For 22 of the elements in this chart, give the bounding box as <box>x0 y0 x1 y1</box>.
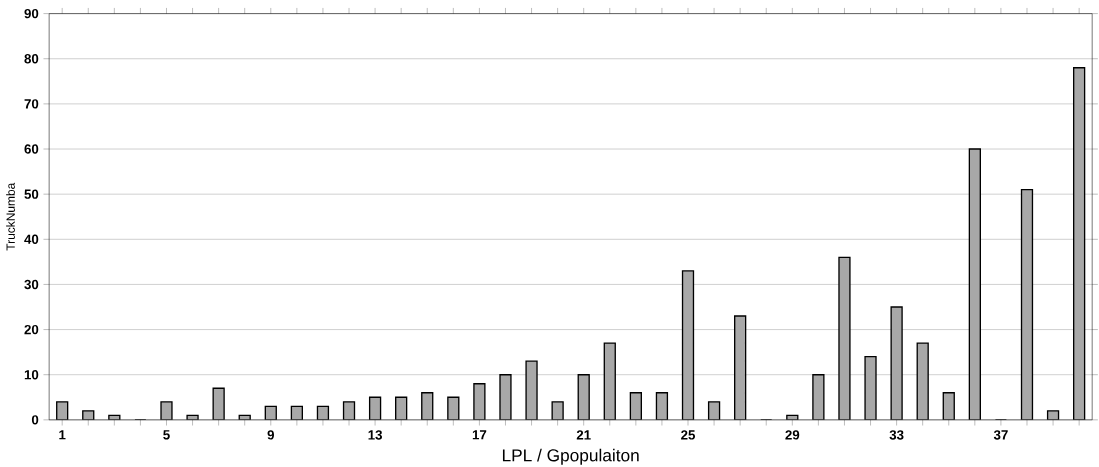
x-tick-label: 13 <box>368 430 383 440</box>
y-tick-label: 40 <box>24 234 39 244</box>
x-tick-label: 9 <box>267 430 274 440</box>
x-tick-label: 17 <box>472 430 487 440</box>
y-tick-label: 80 <box>24 54 39 64</box>
y-tick-label: 50 <box>24 189 39 199</box>
y-tick-label: 30 <box>24 279 39 290</box>
x-tick-label: 33 <box>889 430 904 440</box>
y-tick-label: 20 <box>24 324 39 335</box>
x-tick-label: 5 <box>163 430 170 440</box>
x-tick-label: 29 <box>785 430 800 440</box>
y-tick-label: 0 <box>31 415 39 425</box>
y-axis-title: TruckNumba <box>6 182 15 251</box>
y-tick-label: 70 <box>24 99 39 109</box>
x-tick-label: 25 <box>681 430 696 440</box>
x-tick-label: 37 <box>993 430 1008 440</box>
y-tick-label: 60 <box>24 144 39 154</box>
x-axis-title: LPL / Gpopulaiton <box>502 448 639 465</box>
y-tick-label: 90 <box>24 8 39 19</box>
x-tick-label: 1 <box>59 430 66 440</box>
x-tick-label: 21 <box>576 430 591 440</box>
y-tick-label: 10 <box>24 369 39 380</box>
